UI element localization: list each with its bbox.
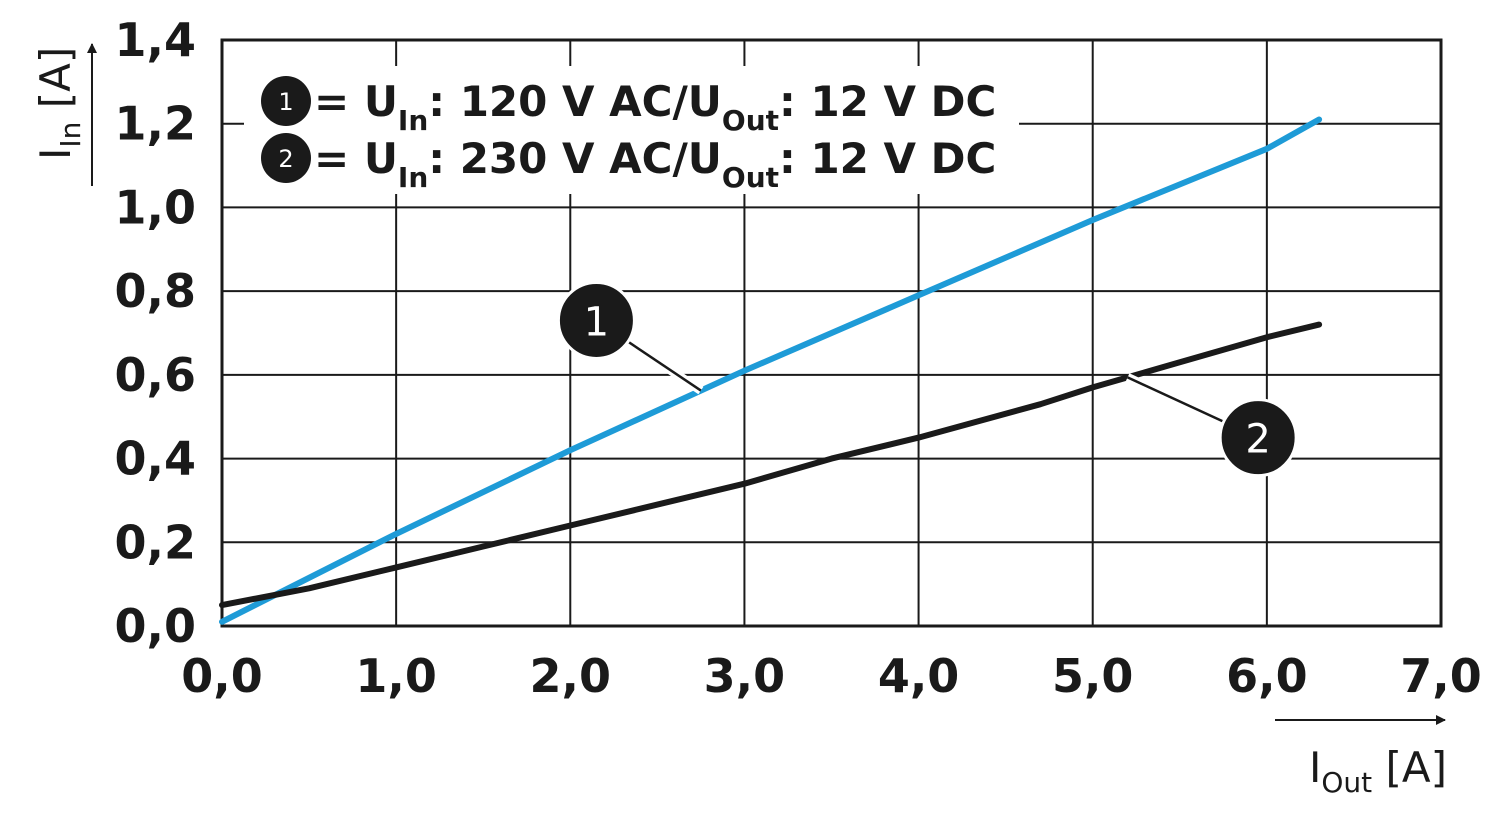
x-tick-label: 3,0 xyxy=(704,649,786,703)
series-line-2 xyxy=(219,321,1323,609)
callouts: 12 xyxy=(556,280,1298,478)
legend-marker xyxy=(261,76,311,126)
plot-frame xyxy=(220,38,1443,628)
x-tick-label: 2,0 xyxy=(530,649,612,703)
x-tick-label: 1,0 xyxy=(355,649,437,703)
y-tick-label: 1,2 xyxy=(115,97,197,151)
legend: 1 = UIn: 120 V AC/UOut: 12 V DC2 = UIn: … xyxy=(244,66,1019,194)
x-tick-label: 4,0 xyxy=(878,649,960,703)
x-axis-label: IOut [A] xyxy=(1309,743,1447,799)
legend-label: = UIn: 230 V AC/UOut: 12 V DC xyxy=(314,134,996,194)
legend-marker xyxy=(261,133,311,183)
x-tick-label: 6,0 xyxy=(1226,649,1308,703)
axis-labels: IOut [A] IIn [A] xyxy=(31,43,1447,799)
y-tick-label: 1,0 xyxy=(115,180,197,234)
legend-entry: 1 = UIn: 120 V AC/UOut: 12 V DC xyxy=(261,76,996,137)
x-tick-label: 7,0 xyxy=(1400,649,1482,703)
plot-grid xyxy=(220,38,1443,628)
legend-label: = UIn: 120 V AC/UOut: 12 V DC xyxy=(314,77,996,137)
x-tick-label: 5,0 xyxy=(1052,649,1134,703)
x-tick-label: 0,0 xyxy=(181,649,263,703)
legend-marker-label: 1 xyxy=(278,88,293,116)
y-tick-label: 0,2 xyxy=(115,515,197,569)
y-axis-label: IIn [A] xyxy=(31,47,87,160)
series-layer xyxy=(219,116,1323,625)
tick-labels: 0,0 1,0 2,0 3,0 4,0 5,0 6,0 7,0 0,0 0,2 0,4 0,6 0,8 1… xyxy=(115,13,1482,703)
callout-bubble xyxy=(1218,398,1298,478)
y-tick-label: 1,4 xyxy=(115,13,197,67)
y-tick-label: 0,6 xyxy=(115,348,197,402)
callout-1: 1 xyxy=(556,280,704,395)
y-tick-label: 0,0 xyxy=(115,599,197,653)
legend-box xyxy=(244,66,1019,194)
callout-label: 2 xyxy=(1245,417,1270,463)
callout-bubble xyxy=(556,280,636,360)
legend-marker-label: 2 xyxy=(278,145,293,173)
callout-2: 2 xyxy=(1125,373,1298,478)
y-tick-label: 0,4 xyxy=(115,432,197,486)
series-line-1 xyxy=(219,116,1323,625)
y-tick-label: 0,8 xyxy=(115,264,197,318)
legend-entry: 2 = UIn: 230 V AC/UOut: 12 V DC xyxy=(261,133,996,194)
callout-label: 1 xyxy=(584,299,609,345)
